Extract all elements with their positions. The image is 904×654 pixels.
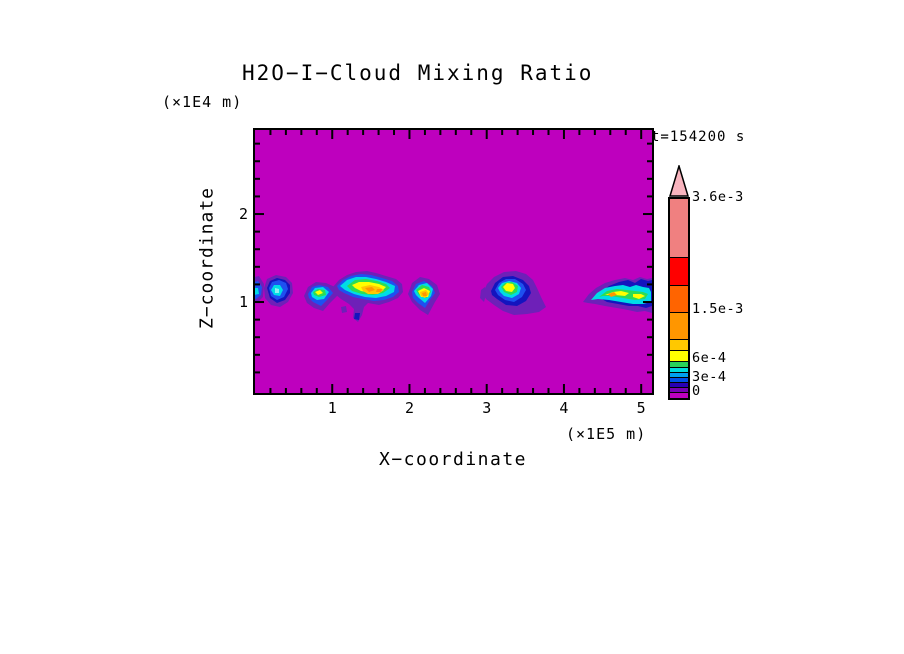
chart-title: H2O−I−Cloud Mixing Ratio bbox=[242, 61, 594, 85]
x-tick-label: 5 bbox=[636, 399, 646, 417]
cloud-2 bbox=[275, 288, 279, 293]
cloud-6 bbox=[503, 283, 515, 292]
cloud-4-large bbox=[354, 313, 360, 320]
colorbar-level-label: 3e-4 bbox=[692, 369, 727, 385]
colorbar-segment bbox=[670, 387, 688, 392]
x-axis-unit-label: (×1E5 m) bbox=[566, 425, 647, 443]
colorbar-level-label: 1.5e-3 bbox=[692, 301, 744, 317]
colorbar-level-label: 0 bbox=[692, 383, 701, 399]
colorbar-segment bbox=[670, 372, 688, 377]
colorbar-segment bbox=[670, 339, 688, 350]
colorbar-segment bbox=[670, 312, 688, 339]
cloud-7-right bbox=[633, 294, 645, 299]
x-tick-label: 3 bbox=[482, 399, 492, 417]
colorbar-level-label: 3.6e-3 bbox=[692, 189, 744, 205]
z-axis-unit-label: (×1E4 m) bbox=[162, 93, 243, 111]
colorbar-segment bbox=[670, 350, 688, 361]
colorbar-segment bbox=[670, 392, 688, 398]
x-tick-label: 1 bbox=[327, 399, 337, 417]
z-axis-label: Z−coordinate bbox=[196, 186, 218, 330]
colorbar-segment bbox=[670, 257, 688, 285]
z-tick-label: 1 bbox=[238, 293, 248, 312]
contour-plot bbox=[255, 130, 652, 393]
cloud-left-edge bbox=[255, 281, 262, 299]
colorbar-segment bbox=[670, 199, 688, 257]
x-tick-label: 4 bbox=[559, 399, 569, 417]
colorbar-segment bbox=[670, 377, 688, 382]
colorbar-segment bbox=[670, 382, 688, 387]
x-axis-label: X−coordinate bbox=[378, 449, 528, 470]
cloud-4-large bbox=[376, 289, 382, 292]
colorbar-segment bbox=[670, 361, 688, 367]
cloud-left-edge bbox=[255, 288, 259, 295]
colorbar-segment bbox=[670, 367, 688, 372]
colorbar-level-label: 6e-4 bbox=[692, 350, 727, 366]
colorbar-arrow-icon bbox=[668, 165, 690, 197]
cloud-4-large bbox=[365, 287, 375, 292]
cloud-4-large bbox=[341, 306, 347, 313]
plot-area bbox=[253, 128, 654, 395]
cloud-3 bbox=[315, 290, 323, 295]
x-tick-label: 2 bbox=[404, 399, 414, 417]
time-annotation: t=154200 s bbox=[651, 129, 746, 145]
cloud-5 bbox=[422, 292, 427, 296]
colorbar-segment bbox=[670, 285, 688, 312]
z-tick-label: 2 bbox=[238, 205, 248, 224]
cloud-7-right bbox=[608, 292, 617, 297]
colorbar bbox=[668, 197, 690, 400]
